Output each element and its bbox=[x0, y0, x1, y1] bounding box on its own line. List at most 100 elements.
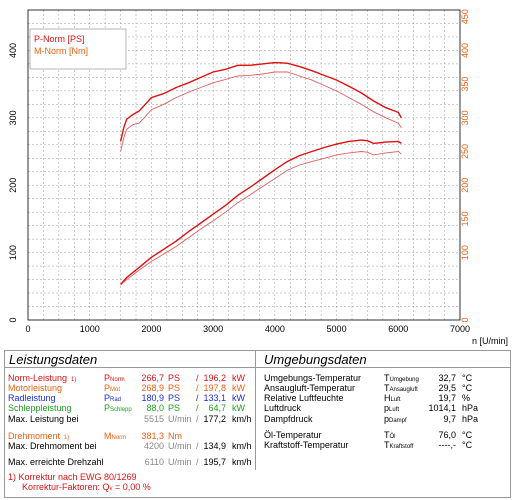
env-symbol-sub: Öl bbox=[389, 434, 396, 440]
row-separator: / bbox=[196, 373, 199, 383]
series-line-1 bbox=[120, 151, 402, 286]
row-label-text: Norm-Leistung bbox=[8, 373, 68, 383]
env-row-unit: °C bbox=[462, 373, 473, 383]
row-label-text: Radleistung bbox=[8, 393, 56, 403]
env-symbol-letter: p bbox=[384, 403, 390, 413]
data-panel-frame bbox=[4, 350, 511, 498]
env-symbol-sub: Dampf bbox=[389, 418, 407, 424]
env-row-symbol: HLuft bbox=[384, 393, 401, 405]
row-unit-1: PS bbox=[168, 373, 181, 383]
row-value-2: 197,8 bbox=[203, 383, 226, 393]
env-symbol-letter: p bbox=[384, 414, 390, 424]
row-value-1: 4200 bbox=[143, 441, 164, 451]
env-symbol-sub: Umgebung bbox=[389, 377, 419, 383]
row-symbol-letter: P bbox=[104, 403, 111, 413]
row-unit-1: Nm bbox=[168, 431, 182, 441]
footnote-correction: 1) Korrektur nach EWG 80/1269 bbox=[8, 472, 137, 482]
row-separator: / bbox=[196, 441, 199, 451]
row-symbol-sub: Norm bbox=[111, 435, 127, 441]
row-value-2: 133,1 bbox=[203, 393, 226, 403]
env-row-symbol: TÖl bbox=[384, 430, 396, 442]
series-line-0 bbox=[120, 139, 402, 285]
x-tick-label: 7000 bbox=[450, 324, 470, 334]
env-symbol-sub: Luft bbox=[390, 397, 401, 403]
row-unit-1: U/min bbox=[168, 441, 192, 451]
row-value-2: 196,2 bbox=[203, 373, 226, 383]
row-value-1: 381,3 bbox=[141, 431, 164, 441]
env-symbol-letter: H bbox=[384, 393, 391, 403]
env-symbol-letter: T bbox=[384, 430, 390, 440]
row-unit-1: PS bbox=[168, 393, 181, 403]
row-value-1: 5515 bbox=[143, 414, 164, 424]
env-row-unit: % bbox=[462, 393, 471, 403]
row-value-1: 88,0 bbox=[146, 403, 164, 413]
row-symbol-letter: M bbox=[104, 431, 112, 441]
row-value-1: 6110 bbox=[144, 457, 164, 467]
row-unit-2: km/h bbox=[232, 441, 252, 451]
env-row-unit: hPa bbox=[462, 414, 479, 424]
row-value-2: 64,7 bbox=[208, 403, 226, 413]
row-footnote-mark: 1) bbox=[71, 377, 77, 383]
env-row-label: Luftdruck bbox=[264, 403, 302, 413]
env-row-value: 32,7 bbox=[438, 373, 456, 383]
row-label-text: Max. Drehmoment bei bbox=[8, 441, 97, 451]
y-left-tick-label: 400 bbox=[8, 43, 18, 58]
row-symbol-sub: Rad bbox=[110, 397, 122, 403]
y-right-tick-label: 350 bbox=[460, 77, 470, 92]
row-symbol-letter: P bbox=[104, 383, 111, 393]
row-value-1: 266,7 bbox=[141, 373, 164, 383]
row-label-text: Schleppleistung bbox=[8, 403, 72, 413]
env-row-label: Kraftstoff-Temperatur bbox=[264, 440, 349, 450]
y-left-tick-label: 300 bbox=[8, 110, 18, 125]
row-unit-2: kW bbox=[232, 403, 245, 413]
row-label: Max. erreichte Drehzahl bbox=[8, 457, 104, 467]
env-symbol-sub: Kraftstoff bbox=[389, 444, 414, 450]
env-row-value: 19,7 bbox=[438, 393, 456, 403]
row-symbol-sub: Norm bbox=[110, 377, 125, 383]
y-right-tick-label: 150 bbox=[460, 211, 470, 226]
row-label-text: Drehmoment bbox=[8, 431, 61, 441]
x-tick-label: 4000 bbox=[265, 324, 285, 334]
row-separator: / bbox=[196, 383, 199, 393]
row-label: Max. Drehmoment bei bbox=[8, 441, 97, 451]
row-label-text: Max. Leistung bei bbox=[8, 414, 79, 424]
x-tick-label: 5000 bbox=[327, 324, 347, 334]
env-symbol-sub: Luft bbox=[389, 407, 400, 413]
row-unit-2: kW bbox=[232, 393, 245, 403]
env-row-symbol: pDampf bbox=[384, 414, 407, 426]
env-row-value: 76,0 bbox=[438, 430, 456, 440]
row-symbol: PRad bbox=[104, 393, 121, 405]
y-right-tick-label: 250 bbox=[460, 144, 470, 159]
row-separator: / bbox=[196, 414, 199, 424]
chart-grid bbox=[28, 10, 460, 320]
env-symbol-letter: T bbox=[384, 383, 390, 393]
env-row-symbol: TUmgebung bbox=[384, 373, 419, 385]
row-symbol: MNorm bbox=[104, 431, 126, 443]
legend-entry-power: P-Norm [PS] bbox=[34, 34, 85, 44]
row-symbol: PMot bbox=[104, 383, 120, 395]
row-unit-1: U/min bbox=[168, 457, 192, 467]
env-row-label: Öl-Temperatur bbox=[264, 430, 322, 440]
y-left-tick-label: 100 bbox=[8, 245, 18, 260]
env-row-value: 29,5 bbox=[438, 383, 456, 393]
y-right-tick-label: 100 bbox=[460, 245, 470, 260]
y-left-tick-label: 0 bbox=[8, 317, 18, 322]
row-separator: / bbox=[196, 403, 199, 413]
env-row-symbol: pLuft bbox=[384, 403, 399, 415]
dyno-chart: 0 1000 2000 3000 4000 5000 6000 700001002003004… bbox=[8, 9, 508, 346]
row-symbol: PSchlepp bbox=[104, 403, 132, 415]
series-line-3 bbox=[120, 71, 402, 152]
env-row-value: 1014,1 bbox=[428, 403, 456, 413]
row-unit-1: PS bbox=[168, 383, 181, 393]
row-symbol-sub: Schlepp bbox=[110, 407, 132, 413]
row-value-2: 134,9 bbox=[203, 441, 226, 451]
env-row-label: Ansaugluft-Temperatur bbox=[264, 383, 356, 393]
y-right-tick-label: 0 bbox=[460, 317, 470, 322]
chart-series bbox=[119, 61, 403, 286]
row-value-1: 268,9 bbox=[141, 383, 164, 393]
env-row-unit: °C bbox=[462, 430, 473, 440]
env-symbol-letter: T bbox=[384, 440, 390, 450]
footnote-factors-sub: v bbox=[109, 486, 113, 492]
x-tick-label: 2000 bbox=[141, 324, 161, 334]
legend-entry-torque: M-Norm [Nm] bbox=[34, 46, 88, 56]
